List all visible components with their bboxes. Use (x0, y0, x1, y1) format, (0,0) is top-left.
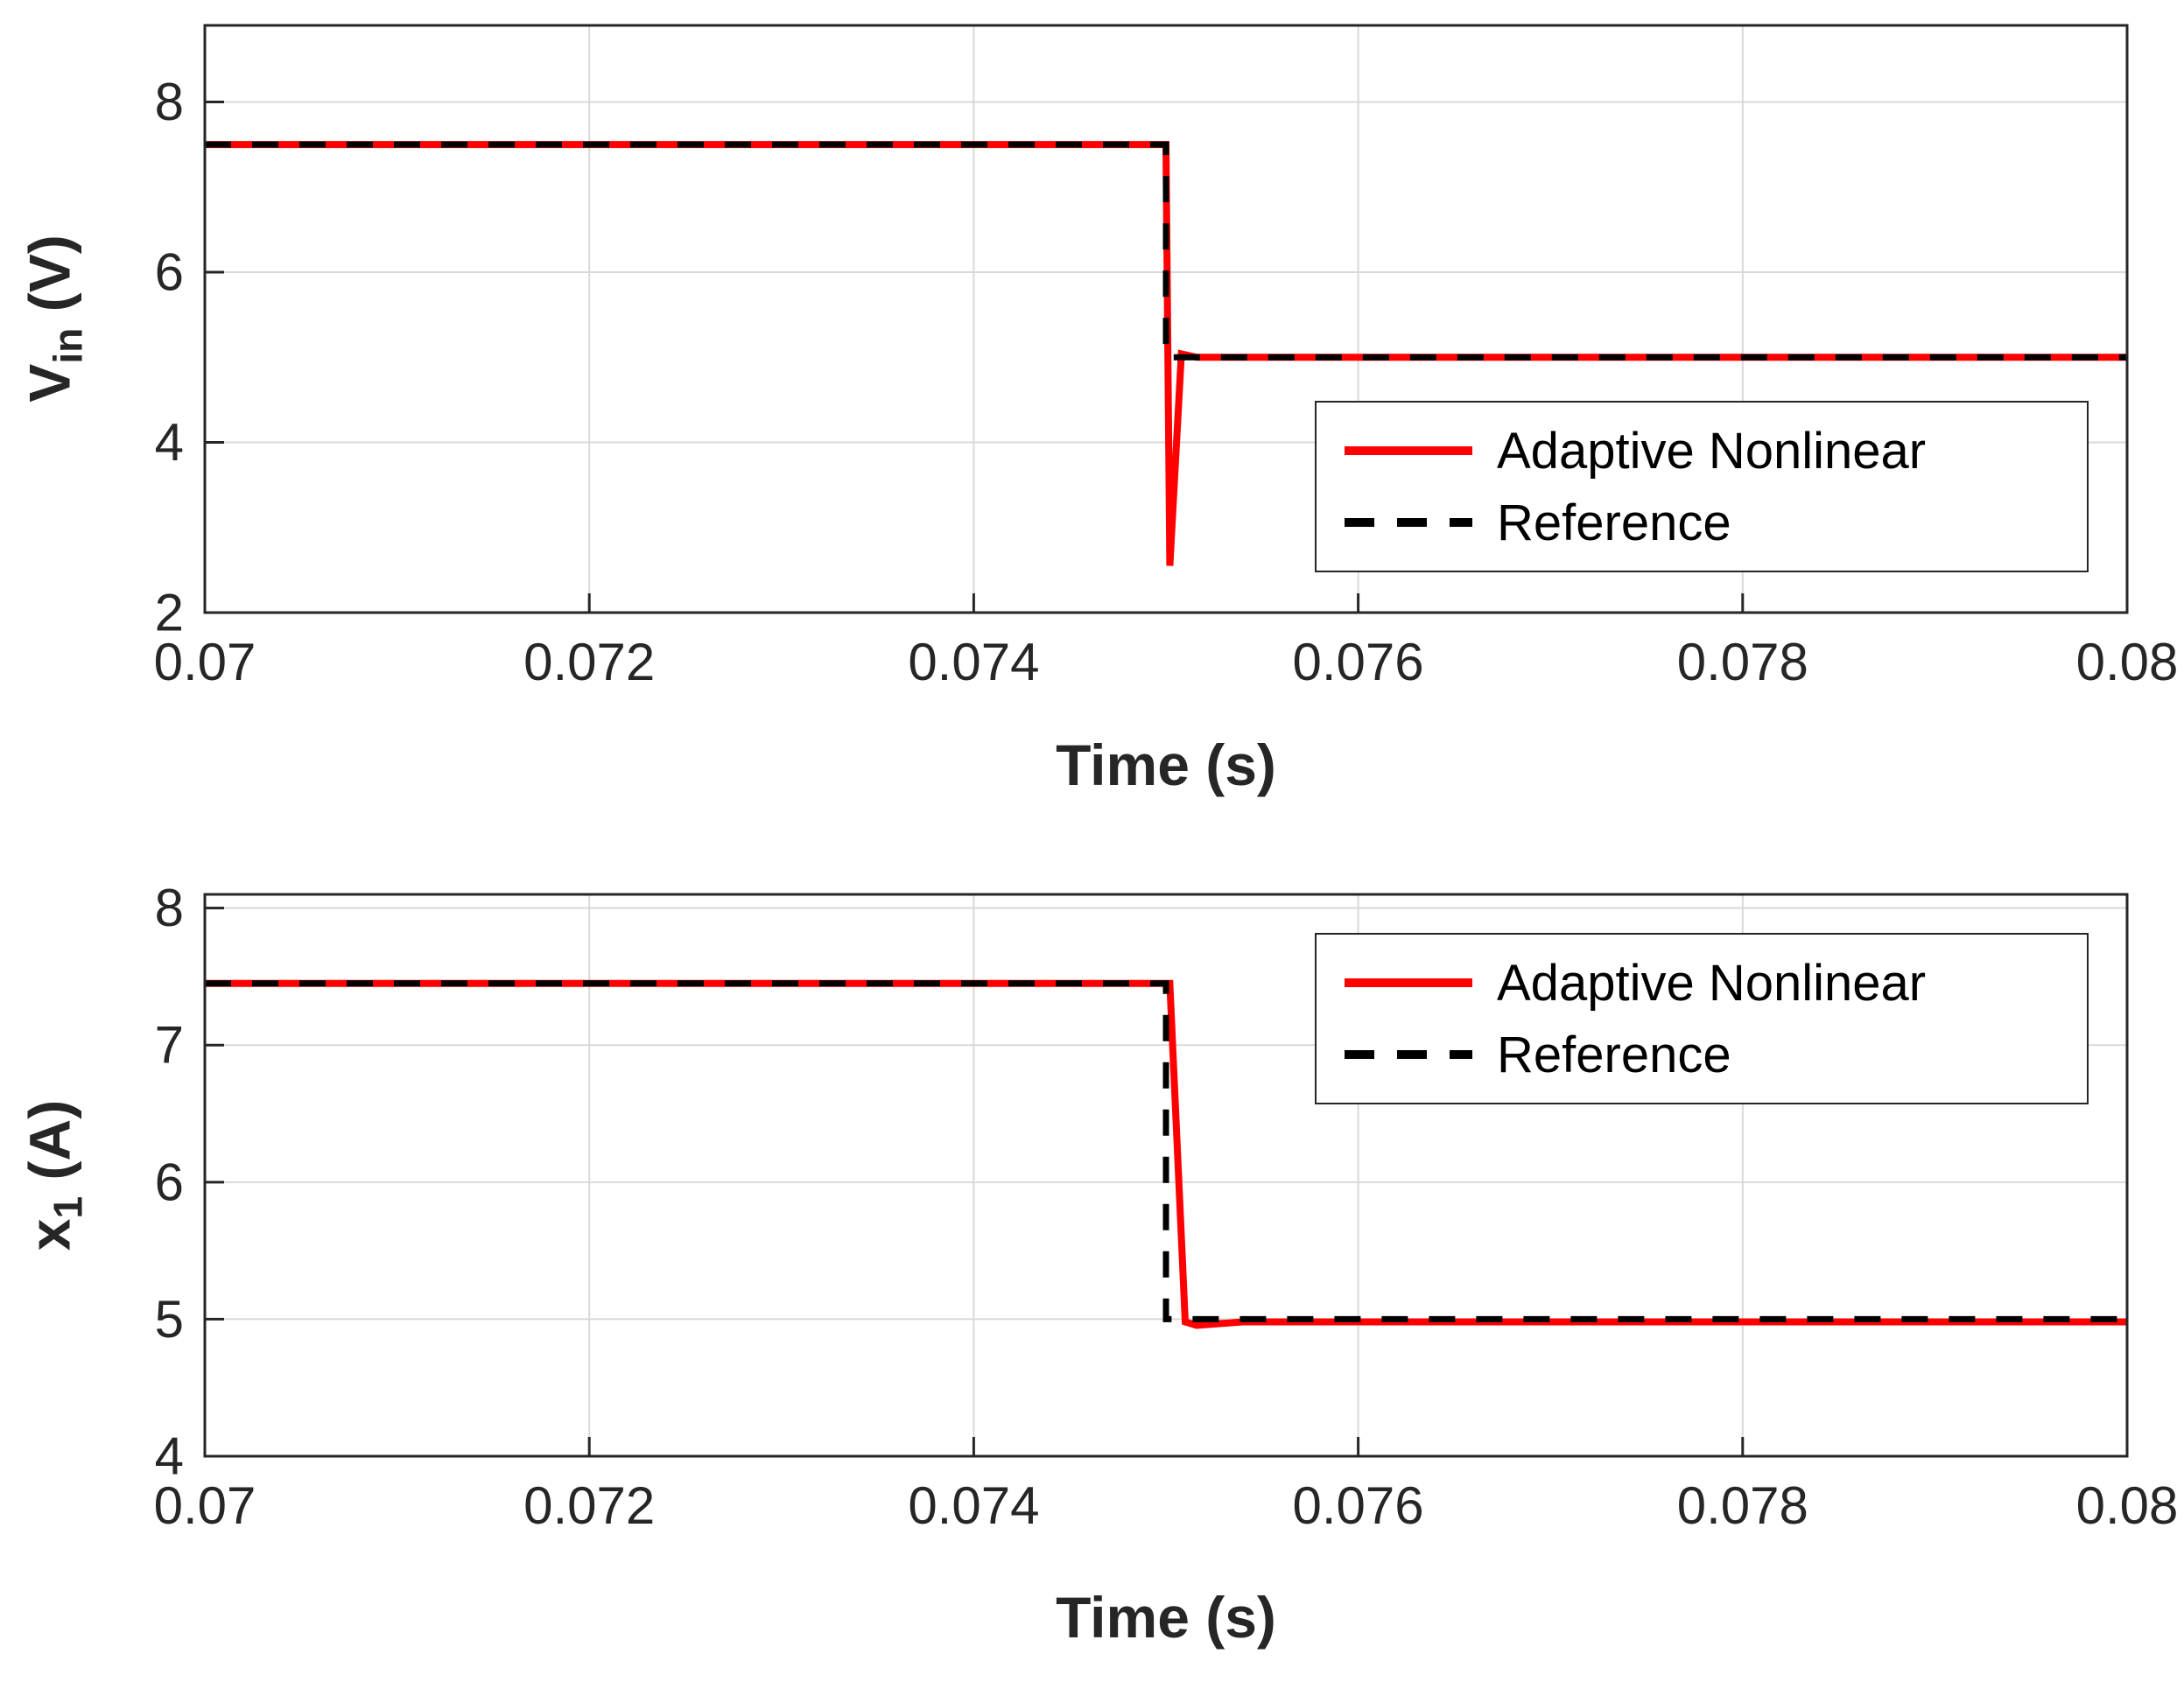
legend-item-reference: Reference (1343, 1026, 2087, 1084)
x1-ylabel-unit: (A) (17, 1099, 82, 1196)
dashed-line-sample-icon (1345, 1050, 1472, 1059)
legend-label-adaptive: Adaptive Nonlinear (1497, 954, 1927, 1012)
x-tick-label: 0.074 (908, 633, 1039, 691)
x-tick-label: 0.072 (523, 633, 655, 691)
y-tick-label: 6 (155, 1153, 184, 1211)
x1-ylabel-main: x (17, 1218, 82, 1251)
plot-box (203, 24, 2129, 614)
series-line-reference (205, 141, 2127, 361)
dashed-line-sample-icon (1345, 518, 1472, 527)
y-tick-label: 2 (155, 584, 184, 642)
vin-plot-svg: 0.07 0.072 0.074 0.076 0.078 0.08 2 4 6 8 (154, 24, 2179, 691)
y-tick-label: 8 (155, 879, 184, 937)
plot-box (203, 893, 2129, 1458)
vin-legend: Adaptive Nonlinear Reference (1315, 401, 2089, 572)
y-tick-label: 8 (155, 73, 184, 131)
x-tick-label: 0.074 (908, 1476, 1039, 1535)
legend-item-adaptive: Adaptive Nonlinear (1343, 422, 2087, 480)
x-tick-label: 0.078 (1677, 633, 1808, 691)
x-tick-label: 0.08 (2076, 633, 2179, 691)
x1-y-axis-label: x1 (A) (18, 1100, 91, 1251)
legend-label-reference: Reference (1497, 1026, 1731, 1083)
legend-item-adaptive: Adaptive Nonlinear (1343, 954, 2087, 1013)
x1-legend: Adaptive Nonlinear Reference (1315, 933, 2089, 1104)
legend-label-adaptive: Adaptive Nonlinear (1497, 422, 1927, 480)
vin-ylabel-main: V (17, 363, 82, 403)
series-line-reference (205, 980, 2127, 1322)
vin-ylabel-unit: (V) (17, 235, 82, 328)
x-tick-label: 0.07 (154, 633, 256, 691)
x-tick-label: 0.076 (1293, 633, 1424, 691)
legend-label-reference: Reference (1497, 494, 1731, 551)
x1-ylabel-sub: 1 (45, 1195, 91, 1219)
y-tick-label: 4 (155, 413, 184, 472)
x1-plot-svg: 0.07 0.072 0.074 0.076 0.078 0.08 4 5 6 7 8 (154, 879, 2179, 1535)
vin-x-axis-label: Time (s) (1056, 732, 1276, 797)
solid-line-sample-icon (1345, 446, 1472, 455)
x-tick-label: 0.076 (1293, 1476, 1424, 1535)
solid-line-sample-icon (1345, 978, 1472, 987)
x-tick-label: 0.078 (1677, 1476, 1808, 1535)
x-tick-label: 0.08 (2076, 1476, 2179, 1535)
vin-y-axis-label: Vin (V) (18, 235, 91, 402)
y-tick-label: 6 (155, 243, 184, 302)
y-tick-label: 4 (155, 1427, 184, 1486)
x-tick-label: 0.072 (523, 1476, 655, 1535)
legend-item-reference: Reference (1343, 494, 2087, 552)
y-tick-label: 5 (155, 1290, 184, 1349)
x1-x-axis-label: Time (s) (1056, 1585, 1276, 1650)
y-tick-label: 7 (155, 1016, 184, 1075)
x-tick-label: 0.07 (154, 1476, 256, 1535)
vin-ylabel-sub: in (45, 327, 91, 364)
